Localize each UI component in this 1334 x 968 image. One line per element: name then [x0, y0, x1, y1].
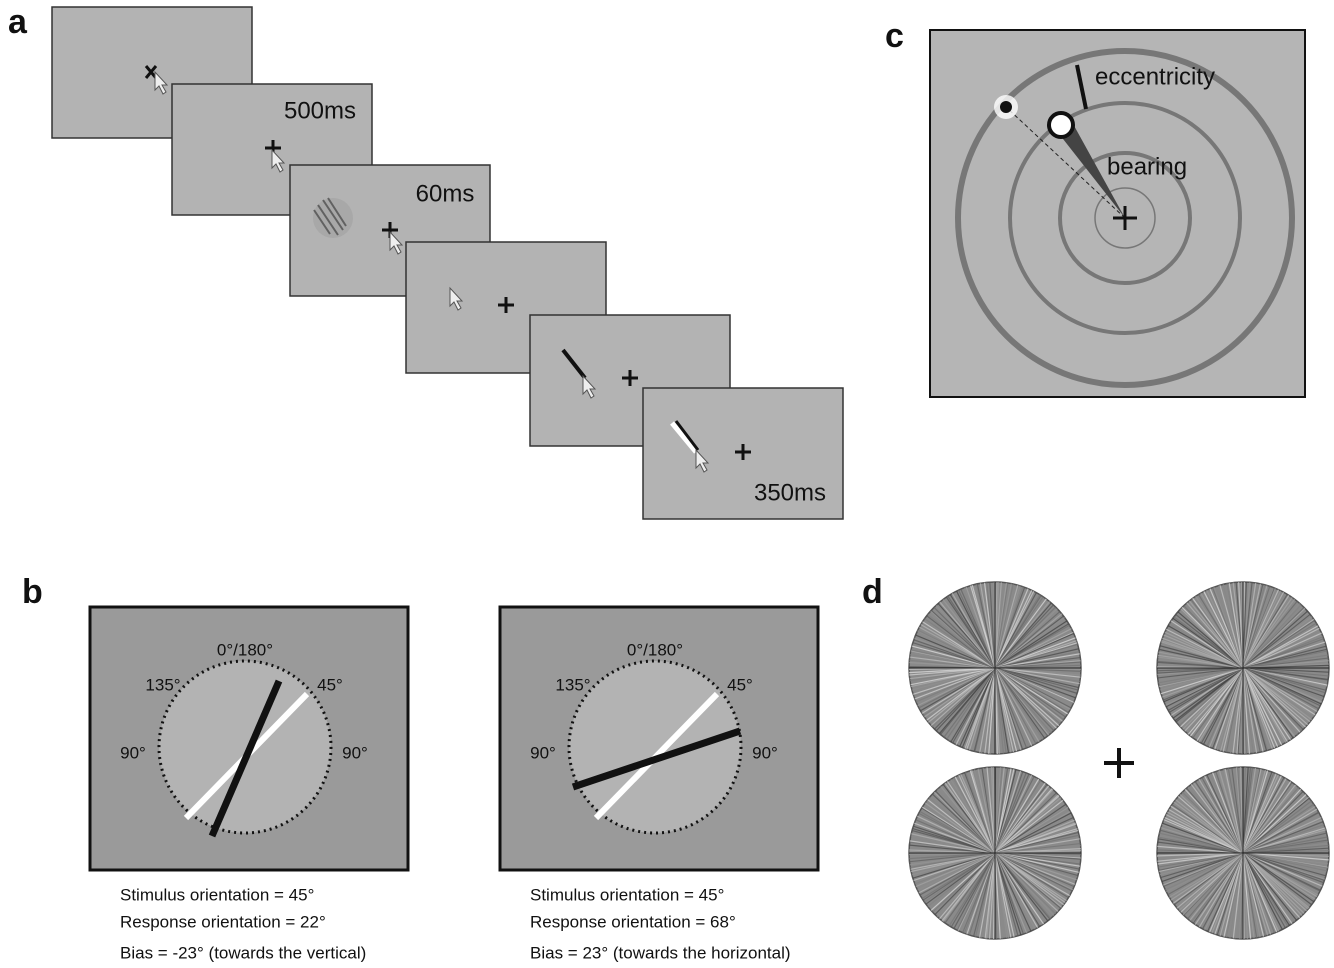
- scale-label: 135°: [555, 675, 590, 694]
- bias-example: 0°/180° 135° 45° 90° 90° Stimulus orientation…: [90, 607, 408, 962]
- timing: 350ms: [754, 479, 826, 506]
- caption-line: Stimulus orientation = 45°: [530, 885, 724, 904]
- scale-label: 45°: [317, 675, 343, 694]
- panel-label: b: [22, 573, 43, 611]
- panel-label: d: [862, 573, 883, 611]
- response-point: [1049, 113, 1073, 137]
- caption-line: Bias = -23° (towards the vertical): [120, 943, 366, 962]
- scale-label: 0°/180°: [217, 640, 273, 659]
- scale-label: 90°: [752, 743, 778, 762]
- scale-label: 90°: [342, 743, 368, 762]
- trial-sequence: 500ms 60ms 350ms: [52, 7, 843, 519]
- texture-disc: [1157, 582, 1329, 754]
- caption-line: Response orientation = 68°: [530, 912, 736, 931]
- caption-line: Bias = 23° (towards the horizontal): [530, 943, 791, 962]
- layout-schematic: eccentricity bearing: [930, 30, 1305, 397]
- figure: a 500ms 60ms 350ms c: [0, 0, 1334, 968]
- bearing-label: bearing: [1107, 153, 1187, 180]
- scale-label: 90°: [120, 743, 146, 762]
- orientation-dial: [569, 661, 741, 833]
- panel-label: a: [8, 3, 28, 41]
- timing: 500ms: [284, 97, 356, 124]
- target: [1000, 101, 1012, 113]
- texture-disc: [1157, 767, 1329, 939]
- texture-disc: [909, 767, 1081, 939]
- scale-label: 135°: [145, 675, 180, 694]
- orientation-dial: [159, 661, 331, 833]
- scale-label: 0°/180°: [627, 640, 683, 659]
- panel-label: c: [885, 17, 904, 55]
- caption-line: Response orientation = 22°: [120, 912, 326, 931]
- timing: 60ms: [416, 180, 475, 207]
- scale-label: 90°: [530, 743, 556, 762]
- bias-example: 0°/180° 135° 45° 90° 90° Stimulus orientation…: [500, 607, 818, 962]
- stimulus-array: [909, 582, 1329, 939]
- texture-disc: [909, 582, 1081, 754]
- fixation: [1104, 748, 1134, 778]
- caption-line: Stimulus orientation = 45°: [120, 885, 314, 904]
- eccentricity-label: eccentricity: [1095, 63, 1215, 90]
- scale-label: 45°: [727, 675, 753, 694]
- gabor: [313, 198, 353, 238]
